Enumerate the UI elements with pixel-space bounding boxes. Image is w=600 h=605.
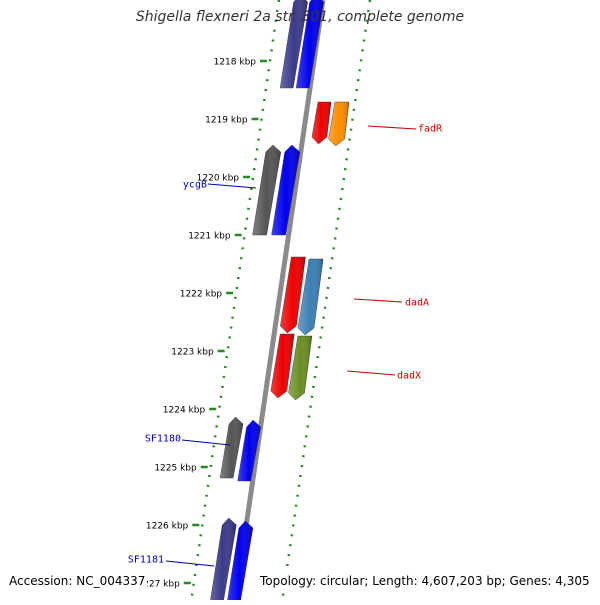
feature-shading bbox=[237, 420, 261, 481]
feature-shading bbox=[298, 259, 324, 335]
gene-label-dadx[interactable]: dadX bbox=[397, 371, 421, 382]
label-leader-line bbox=[367, 125, 417, 130]
feature-shading bbox=[296, 0, 324, 88]
tick-label: 1224 kbp bbox=[163, 406, 206, 416]
gene-label-ycgb[interactable]: ycgB bbox=[183, 180, 207, 191]
feature-shading bbox=[328, 102, 349, 146]
feature-shading bbox=[288, 336, 312, 400]
tick-label: 1222 kbp bbox=[180, 290, 223, 300]
tick-label: 1223 kbp bbox=[171, 348, 214, 358]
label-leader-line bbox=[165, 560, 215, 567]
label-leader-line bbox=[353, 298, 403, 303]
tick-label: 1219 kbp bbox=[205, 116, 248, 126]
gene-label-sf1180[interactable]: SF1180 bbox=[145, 434, 181, 445]
tick-label: 1225 kbp bbox=[154, 464, 197, 474]
gene-label-dada[interactable]: dadA bbox=[405, 298, 429, 309]
ruler-line-right bbox=[281, 0, 372, 601]
label-leader-line bbox=[181, 439, 231, 446]
ruler-line-left bbox=[190, 0, 281, 601]
tick-label: 1220 kbp bbox=[197, 174, 240, 184]
feature-shading bbox=[280, 257, 306, 333]
tick-label: 1218 kbp bbox=[214, 58, 257, 68]
genome-backbone bbox=[232, 0, 326, 601]
feature-shading bbox=[220, 417, 243, 478]
feature-shading bbox=[311, 102, 331, 144]
feature-shading bbox=[226, 521, 253, 605]
tick-label: 1221 kbp bbox=[188, 232, 231, 242]
feature-shading bbox=[270, 334, 295, 398]
feature-shading bbox=[252, 145, 281, 235]
tick-label: 1226 kbp bbox=[146, 522, 189, 532]
feature-shading bbox=[280, 0, 308, 88]
label-leader-line bbox=[207, 183, 257, 189]
genome-title: Shigella flexneri 2a str. 301, complete … bbox=[135, 9, 465, 25]
accession-text: Accession: NC_004337 bbox=[7, 574, 148, 588]
feature-shading bbox=[209, 518, 237, 605]
genome-summary-text: Topology: circular; Length: 4,607,203 bp… bbox=[258, 574, 592, 588]
gene-label-fadr[interactable]: fadR bbox=[418, 124, 443, 135]
label-leader-line bbox=[346, 370, 396, 376]
gene-label-sf1181[interactable]: SF1181 bbox=[128, 555, 164, 566]
tick-label: 1227 kbp bbox=[137, 580, 180, 590]
feature-shading bbox=[271, 145, 300, 235]
